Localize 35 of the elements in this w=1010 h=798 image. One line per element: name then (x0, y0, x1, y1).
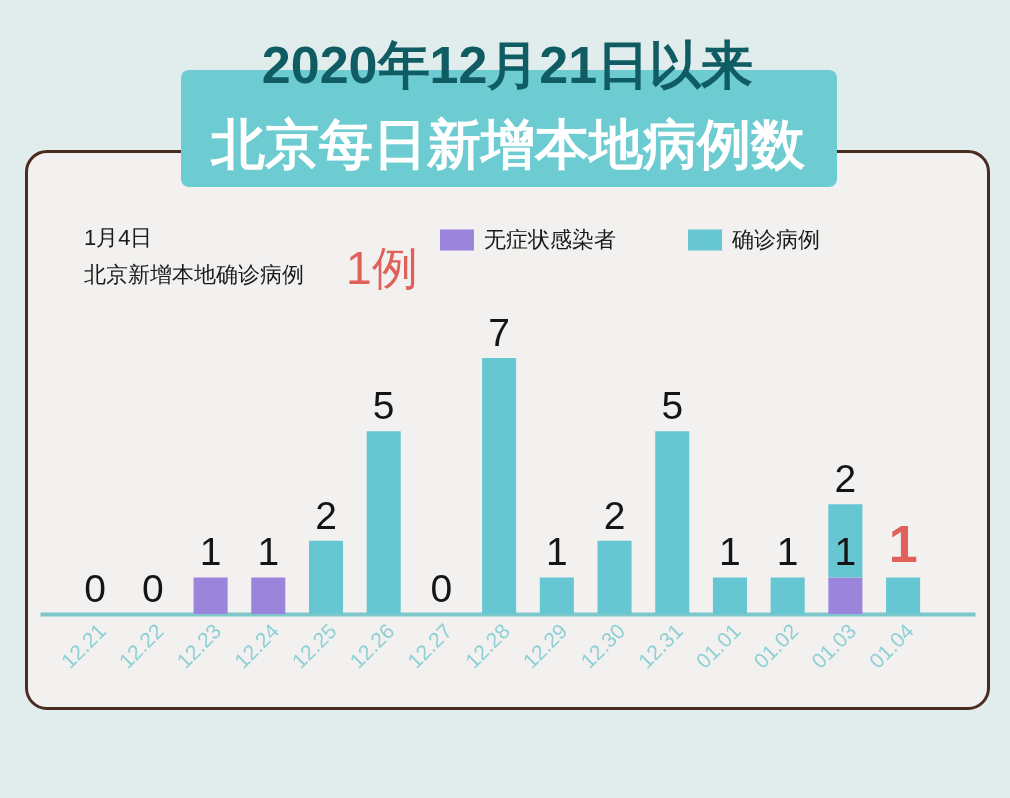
annotation: 1 (888, 515, 918, 574)
bar (886, 577, 921, 614)
bar (655, 431, 690, 614)
bar (193, 577, 228, 614)
data-label: 0 (430, 567, 453, 610)
data-label: 1 (719, 530, 741, 574)
legend-label: 无症状感染者 (484, 227, 616, 252)
data-label: 0 (84, 567, 107, 610)
bar (828, 577, 863, 614)
data-label: 1 (199, 530, 222, 574)
bar (251, 577, 286, 614)
data-label: 7 (488, 311, 510, 354)
bar (366, 431, 401, 614)
data-label: 5 (661, 384, 684, 428)
chart-subtitle: 北京每日新增本地病例数 (209, 114, 806, 174)
data-label: 1 (257, 530, 280, 574)
data-label: 0 (142, 567, 164, 610)
bar (770, 577, 805, 614)
data-label: 2 (603, 493, 626, 537)
text: 北京新增本地确诊病例 (84, 262, 304, 287)
bar (482, 358, 517, 614)
data-label: 1 (834, 530, 857, 574)
bar (597, 540, 632, 614)
data-label: 1 (776, 530, 799, 574)
bar (539, 577, 574, 614)
data-label: 1 (545, 530, 568, 574)
data-label: 2 (834, 457, 857, 501)
bar (308, 540, 344, 614)
data-label: 5 (372, 384, 395, 428)
data-label: 2 (315, 493, 337, 537)
bar (828, 504, 863, 578)
text: 1月4日 (84, 225, 153, 250)
text: 1例 (346, 242, 418, 294)
bar (712, 577, 747, 614)
legend-label: 确诊病例 (731, 227, 820, 252)
